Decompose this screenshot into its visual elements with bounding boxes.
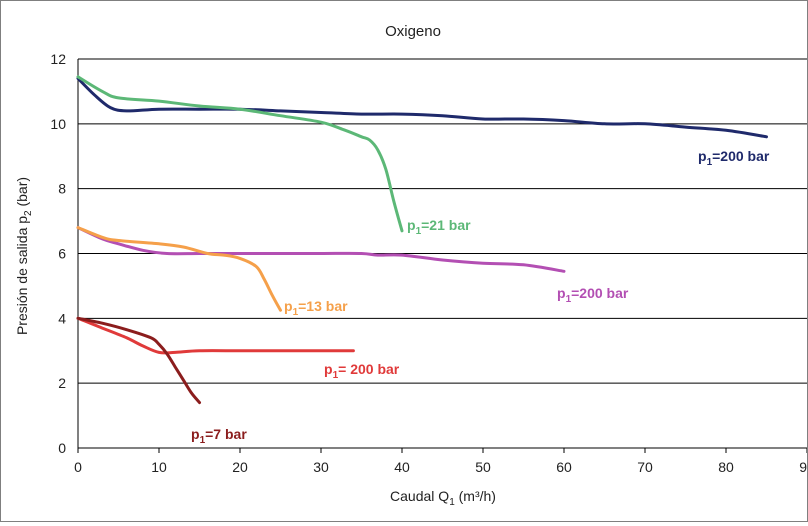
x-tick-label-8: 80: [718, 459, 734, 475]
x-axis-label: Caudal Q1 (m³/h): [390, 488, 496, 508]
series-label-0-sub: 1: [707, 157, 713, 168]
y-axis-label: Presión de salida p2 (bar): [14, 177, 34, 335]
x-tick-label-0: 0: [74, 459, 82, 475]
y-tick-label-0: 0: [58, 440, 66, 456]
x-tick-label-7: 70: [637, 459, 653, 475]
series-label-3-post: =13 bar: [298, 298, 348, 314]
y-axis-label-main: Presión de salida p: [14, 216, 30, 335]
series-label-0-pre: p: [698, 148, 707, 164]
series-line-3: [76, 226, 282, 312]
series-label-2-pre: p: [557, 285, 566, 301]
axes: [77, 59, 807, 449]
y-tick-label-5: 10: [50, 116, 66, 132]
x-tick-label-1: 10: [151, 459, 167, 475]
x-axis-label-unit: (m³/h): [455, 488, 496, 504]
series-label-4-sub: 1: [333, 370, 339, 381]
series-label-3-pre: p: [284, 298, 293, 314]
series-lines: [76, 75, 768, 405]
x-axis-label-sub: 1: [449, 497, 455, 508]
x-tick-label-4: 40: [394, 459, 410, 475]
series-label-1-post: =21 bar: [421, 217, 471, 233]
series-label-0: p1=200 bar: [698, 148, 770, 168]
series-line-2: [76, 226, 566, 273]
y-tick-label-2: 4: [58, 310, 66, 326]
y-axis-label-sub: 2: [23, 210, 34, 216]
y-axis-label-unit: (bar): [14, 177, 30, 210]
x-tick-labels: 0 10 20 30 40 50 60 70 80 90: [74, 448, 808, 475]
y-tick-labels: 0 2 4 6 8 10 12: [50, 51, 66, 456]
y-tick-label-1: 2: [58, 375, 66, 391]
series-label-5-pre: p: [191, 426, 200, 442]
x-axis-label-main: Caudal Q: [390, 488, 449, 504]
series-label-1: p1=21 bar: [407, 217, 471, 237]
x-tick-label-3: 30: [313, 459, 329, 475]
series-label-2: p1=200 bar: [557, 285, 629, 305]
series-line-5: [76, 316, 201, 405]
series-label-5-sub: 1: [200, 435, 206, 446]
x-tick-label-9: 90: [799, 459, 807, 475]
y-tick-label-3: 6: [58, 246, 66, 262]
series-label-2-post: =200 bar: [571, 285, 629, 301]
x-tick-label-2: 20: [232, 459, 248, 475]
y-tick-label-4: 8: [58, 181, 66, 197]
series-label-0-post: =200 bar: [712, 148, 770, 164]
series-label-4: p1= 200 bar: [324, 361, 400, 381]
series-label-5: p1=7 bar: [191, 426, 247, 446]
series-line-4: [76, 316, 355, 355]
x-tick-label-6: 60: [556, 459, 572, 475]
x-tick-label-5: 50: [475, 459, 491, 475]
series-label-5-post: =7 bar: [205, 426, 247, 442]
series-label-2-sub: 1: [566, 294, 572, 305]
series-line-0: [76, 76, 768, 139]
series-label-4-post: = 200 bar: [338, 361, 400, 377]
series-label-1-pre: p: [407, 217, 416, 233]
y-tick-label-6: 12: [50, 51, 66, 67]
series-line-1: [76, 75, 404, 233]
series-label-3: p1=13 bar: [284, 298, 348, 318]
series-label-3-sub: 1: [293, 307, 299, 318]
series-label-4-pre: p: [324, 361, 333, 377]
chart-title: Oxigeno: [385, 23, 441, 40]
series-label-1-sub: 1: [416, 226, 422, 237]
